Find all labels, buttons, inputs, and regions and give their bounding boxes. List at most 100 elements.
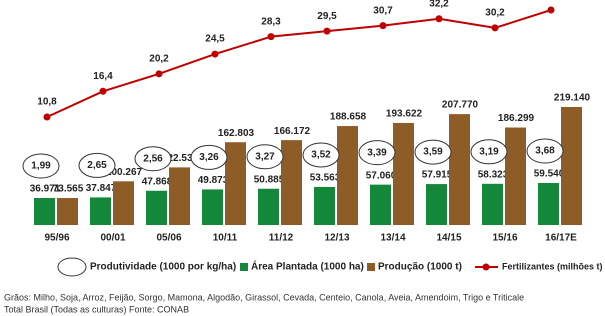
line-point [491,24,499,32]
legend-icon [482,263,490,271]
data-label: 30,7 [373,5,393,16]
data-label: 53.563 [310,173,341,184]
data-label: 49.873 [198,175,229,186]
bar [449,114,470,225]
data-label: 10,8 [37,97,57,108]
data-label: 1,99 [31,161,51,172]
data-label: 193.622 [386,109,423,120]
bar [393,122,414,225]
data-label: 162.803 [218,128,255,139]
bar [314,186,335,225]
bar [505,127,526,225]
productivity-ellipse [134,146,172,172]
bar [281,140,302,225]
line [46,9,552,118]
legend-icon [240,263,248,271]
data-label: 3,27 [255,151,275,162]
line-point [547,6,555,14]
x-tick-label: 10/11 [213,233,238,244]
data-label: 2,65 [87,160,107,171]
data-label: 34,1 [541,0,561,1]
productivity-ellipse [78,152,116,178]
line-point [379,22,387,30]
productivity-ellipse [22,153,60,179]
x-tick-label: 00/01 [100,233,125,244]
x-tick-label: 16/17E [545,233,577,244]
line-point [155,70,163,78]
data-label: 219.140 [554,93,591,104]
note: Total Brasil (Todas as culturas) Fonte: … [4,304,189,314]
note: Grãos: Milho, Soja, Arroz, Feijão, Sorgo… [4,292,524,302]
data-label: 16,4 [93,71,113,82]
legend-label: Área Plantada (1000 ha) [251,260,364,273]
line-point [211,50,219,58]
data-label: 207.770 [442,100,479,111]
data-label: 30,2 [485,8,505,19]
x-tick-label: 15/16 [492,233,517,244]
bar [370,184,391,225]
data-label: 3,39 [367,147,387,158]
data-label: 20,2 [149,53,169,64]
bar [561,107,582,225]
productivity-ellipse [302,142,340,168]
line-point [43,113,51,121]
data-label: 57.060 [366,170,397,181]
data-label: 32,2 [429,0,449,9]
legend-label: Produção (1000 t) [378,262,462,273]
line-point [323,27,331,35]
bar [57,198,78,225]
data-label: 47.868 [142,176,173,187]
line-point [99,87,107,95]
data-label: 122.531 [162,153,199,164]
productivity-ellipse [470,139,508,165]
data-label: 3,52 [311,150,331,161]
legend-icon [57,257,87,277]
x-tick-label: 95/96 [44,233,69,244]
x-tick-label: 14/15 [436,233,461,244]
data-label: 28,3 [261,16,281,27]
bar [90,197,111,225]
data-label: 100.267 [106,167,143,178]
bar [337,126,358,225]
bar [258,188,279,225]
productivity-ellipse [358,140,396,166]
data-label: 58.323 [478,169,509,180]
bar [538,183,559,225]
legend-label: Fertilizantes (milhões t) [502,261,603,271]
bar [202,189,223,225]
data-label: 57.915 [422,170,453,181]
data-label: 36.971 [30,184,61,195]
data-label: 188.658 [330,112,367,123]
bar [482,183,503,225]
bar [225,142,246,225]
data-label: 166.172 [274,126,311,137]
bar [169,167,190,225]
productivity-ellipse [526,138,564,164]
data-label: 186.299 [498,113,535,124]
productivity-ellipse [190,144,228,170]
legend-label: Produtividade (1000 por kg/ha) [90,262,236,273]
x-tick-label: 05/06 [156,233,181,244]
bar [426,184,447,225]
data-label: 37.847 [86,183,117,194]
data-label: 50.885 [254,174,285,185]
productivity-ellipse [414,139,452,165]
x-tick-label: 11/12 [269,233,294,244]
bar [146,190,167,225]
line-point [435,15,443,23]
data-label: 59.540 [534,169,565,180]
line-point [267,33,275,41]
data-label: 3,68 [535,146,555,157]
data-label: 3,59 [423,147,443,158]
bar [113,181,134,225]
x-tick-label: 13/14 [380,233,405,244]
data-label: 24,5 [205,34,225,45]
data-label: 3,19 [479,146,499,157]
legend-icon [367,263,375,271]
data-label: 2,56 [143,153,163,164]
productivity-ellipse [246,144,284,170]
bar [34,198,55,225]
x-tick-label: 12/13 [324,233,349,244]
data-label: 29,5 [317,11,337,22]
